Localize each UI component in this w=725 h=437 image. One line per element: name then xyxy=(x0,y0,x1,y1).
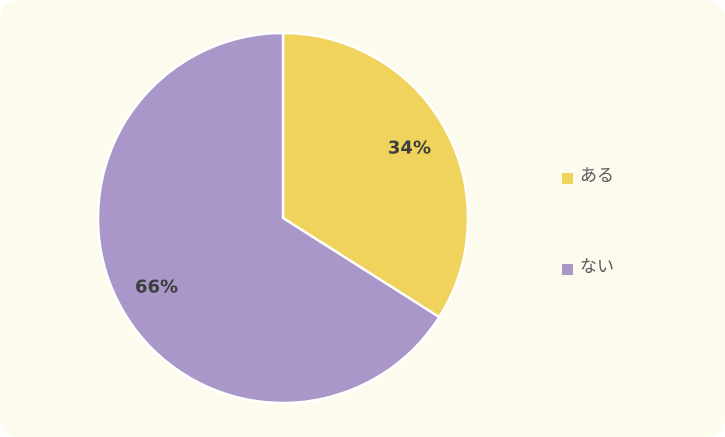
plot-area: 34% 66% xyxy=(96,31,470,405)
data-label: 66% xyxy=(135,277,178,298)
legend-swatch xyxy=(562,173,573,184)
data-label: 34% xyxy=(388,137,431,158)
legend-label: ある xyxy=(580,166,614,186)
legend-label: ない xyxy=(580,257,614,277)
legend-swatch xyxy=(562,264,573,275)
pie-slice xyxy=(96,31,441,405)
